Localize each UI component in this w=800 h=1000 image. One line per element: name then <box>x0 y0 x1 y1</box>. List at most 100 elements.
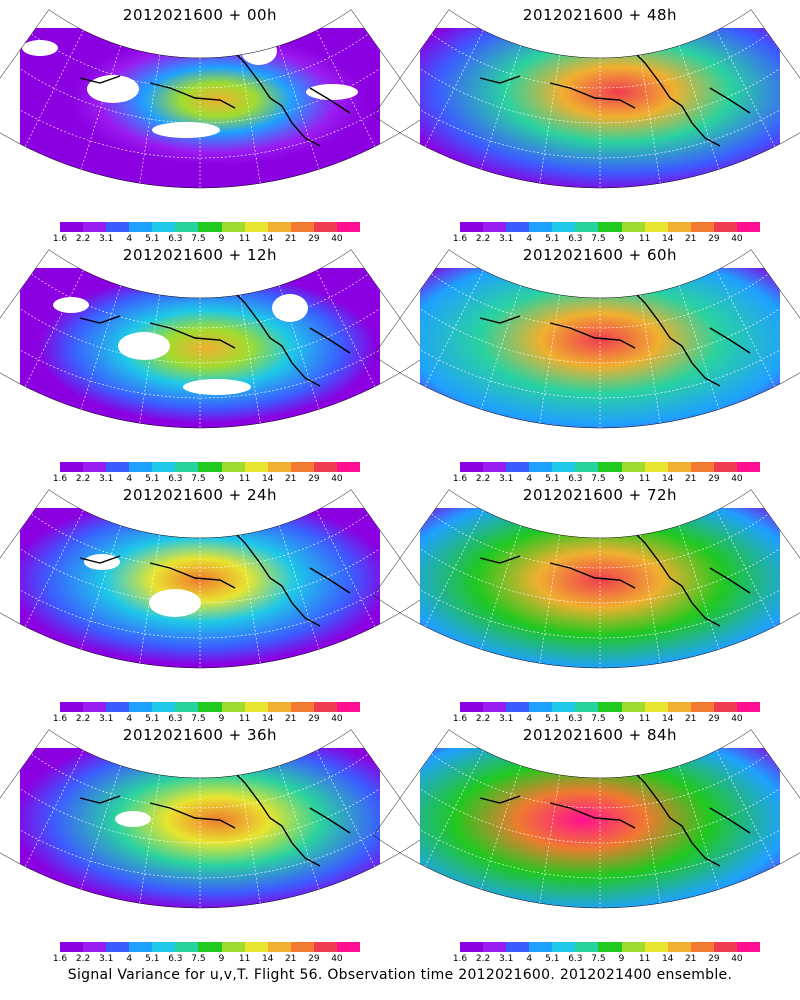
colorbar-segment <box>336 942 361 952</box>
colorbar-label: 14 <box>661 954 674 964</box>
colorbar-segment <box>506 462 530 472</box>
colorbar-segment <box>506 702 530 712</box>
colorbar-segment <box>621 462 646 472</box>
colorbar-label: 1.6 <box>452 474 468 484</box>
colorbar-label: 1.6 <box>52 234 68 244</box>
colorbar-segment <box>221 462 246 472</box>
colorbar-label: 2.2 <box>475 474 491 484</box>
colorbar-label: 6.3 <box>568 474 583 484</box>
colorbar-segment <box>598 942 623 952</box>
forecast-panel: 2012021600 + 48h 1.6 2.2 3.1 4 5.1 6.3 7.5 9 11 14… <box>373 0 800 245</box>
colorbar-label: 7.5 <box>591 474 606 484</box>
colorbar-label: 11 <box>638 714 651 724</box>
variance-map <box>0 489 427 669</box>
variance-map <box>373 489 800 669</box>
colorbar-label: 4 <box>526 474 533 484</box>
colorbar-label: 5.1 <box>145 954 160 964</box>
colorbar-label: 29 <box>308 234 320 244</box>
colorbar-label: 5.1 <box>545 234 560 244</box>
colorbar-segment <box>713 942 738 952</box>
colorbar-label: 4 <box>526 234 533 244</box>
colorbar-segment <box>506 942 530 952</box>
colorbar-label: 3.1 <box>98 714 114 724</box>
colorbar-segment <box>529 702 553 712</box>
colorbar-segment <box>336 222 361 232</box>
colorbar-segment <box>336 702 361 712</box>
colorbar-label: 6.3 <box>568 954 583 964</box>
colorbar-label: 6.3 <box>168 474 183 484</box>
panel-title: 2012021600 + 84h <box>522 726 678 744</box>
colorbar-label: 40 <box>331 474 343 484</box>
colorbar-label: 21 <box>285 954 297 964</box>
colorbar-label: 9 <box>218 234 225 244</box>
colorbar-segment <box>483 942 507 952</box>
colorbar-label: 2.2 <box>475 714 491 724</box>
colorbar-segment <box>575 222 599 232</box>
colorbar-segment <box>621 942 646 952</box>
colorbar <box>60 702 361 712</box>
colorbar-segment <box>175 942 199 952</box>
colorbar-label: 2.2 <box>75 474 91 484</box>
panel-title: 2012021600 + 12h <box>122 246 278 264</box>
colorbar-segment <box>267 222 292 232</box>
colorbar-segment <box>644 702 669 712</box>
colorbar-label: 21 <box>285 714 297 724</box>
colorbar-label: 14 <box>661 714 674 724</box>
colorbar-label: 40 <box>731 714 743 724</box>
colorbar-segment <box>506 222 530 232</box>
colorbar-label: 14 <box>261 474 274 484</box>
colorbar-segment <box>483 222 507 232</box>
colorbar-segment <box>60 222 84 232</box>
colorbar-label: 14 <box>661 474 674 484</box>
forecast-panel: 2012021600 + 84h 1.6 2.2 3.1 4 5.1 6.3 7.5 9 11 14… <box>373 720 800 965</box>
colorbar-label: 40 <box>331 714 343 724</box>
colorbar-segment <box>152 462 176 472</box>
colorbar-segment <box>152 942 176 952</box>
colorbar-segment <box>598 462 623 472</box>
colorbar-label: 7.5 <box>191 234 206 244</box>
panel-title: 2012021600 + 36h <box>122 726 278 744</box>
colorbar-segment <box>690 702 715 712</box>
colorbar-segment <box>198 222 223 232</box>
colorbar-segment <box>60 942 84 952</box>
colorbar-segment <box>575 942 599 952</box>
colorbar-segment <box>667 942 692 952</box>
colorbar-label: 6.3 <box>568 234 583 244</box>
colorbar-label: 6.3 <box>168 714 183 724</box>
colorbar-segment <box>529 942 553 952</box>
figure-caption: Signal Variance for u,v,T. Flight 56. Ob… <box>67 967 733 983</box>
colorbar-segment <box>644 462 669 472</box>
colorbar-segment <box>575 702 599 712</box>
colorbar-segment <box>244 222 269 232</box>
colorbar-label: 1.6 <box>452 714 468 724</box>
colorbar-segment <box>198 702 223 712</box>
colorbar-segment <box>713 462 738 472</box>
colorbar-label: 14 <box>261 714 274 724</box>
colorbar-label: 2.2 <box>475 954 491 964</box>
panel-title: 2012021600 + 00h <box>122 6 278 24</box>
variance-map <box>373 9 800 189</box>
colorbar <box>60 222 361 232</box>
colorbar-segment <box>644 222 669 232</box>
colorbar-label: 21 <box>685 714 697 724</box>
colorbar-segment <box>690 462 715 472</box>
colorbar-segment <box>460 462 484 472</box>
colorbar-label: 29 <box>308 714 320 724</box>
colorbar-label: 7.5 <box>191 954 206 964</box>
colorbar-segment <box>60 702 84 712</box>
colorbar-segment <box>552 702 576 712</box>
colorbar-label: 21 <box>285 234 297 244</box>
colorbar-segment <box>106 702 130 712</box>
colorbar <box>460 462 761 472</box>
forecast-panel: 2012021600 + 60h 1.6 2.2 3.1 4 5.1 6.3 7.5 9 11 14… <box>373 240 800 485</box>
colorbar <box>60 942 361 952</box>
colorbar-segment <box>529 462 553 472</box>
colorbar-label: 6.3 <box>168 954 183 964</box>
colorbar-segment <box>336 462 361 472</box>
colorbar-segment <box>267 462 292 472</box>
colorbar-label: 40 <box>731 954 743 964</box>
colorbar-segment <box>152 702 176 712</box>
colorbar-segment <box>736 222 761 232</box>
colorbar-segment <box>290 462 315 472</box>
colorbar-label: 7.5 <box>591 714 606 724</box>
